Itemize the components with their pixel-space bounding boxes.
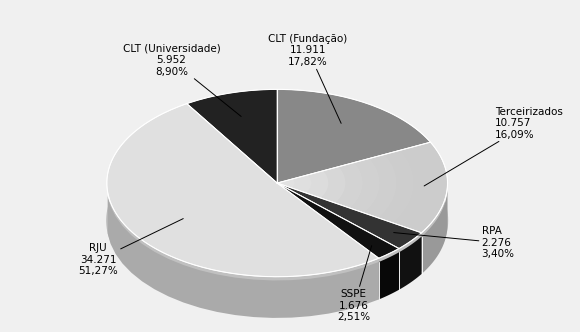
Polygon shape [187,89,277,183]
Polygon shape [107,127,448,314]
Polygon shape [277,175,311,193]
Polygon shape [108,196,379,318]
Text: CLT (Fundação)
11.911
17,82%: CLT (Fundação) 11.911 17,82% [268,34,347,124]
Text: RJU
34.271
51,27%: RJU 34.271 51,27% [78,218,183,276]
Text: Terceirizados
10.757
16,09%: Terceirizados 10.757 16,09% [424,107,563,186]
Polygon shape [277,89,430,183]
Polygon shape [277,183,399,258]
Polygon shape [277,183,422,249]
Text: CLT (Universidade)
5.952
8,90%: CLT (Universidade) 5.952 8,90% [123,44,241,117]
Polygon shape [277,142,448,233]
Text: RPA
2.276
3,40%: RPA 2.276 3,40% [394,226,514,259]
Polygon shape [277,163,362,208]
Polygon shape [422,187,448,274]
Polygon shape [277,171,328,198]
Polygon shape [277,167,345,203]
Polygon shape [379,252,399,299]
Polygon shape [277,158,379,213]
Polygon shape [107,104,379,277]
Text: SSPE
1.676
2,51%: SSPE 1.676 2,51% [337,246,372,322]
Polygon shape [277,179,294,188]
Polygon shape [399,236,422,290]
